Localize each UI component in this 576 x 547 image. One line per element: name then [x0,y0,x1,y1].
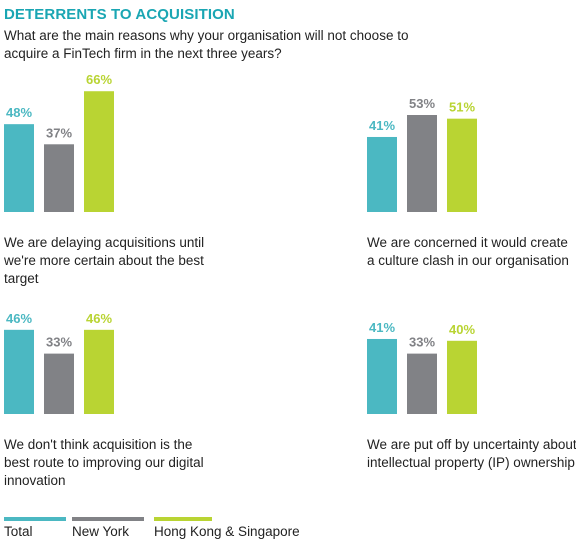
bar-hk-singapore [447,118,477,212]
data-label-new-york: 37% [46,125,72,140]
data-label-total: 41% [369,320,395,335]
data-label-hk-singapore: 51% [449,100,475,115]
data-label-total: 46% [6,311,32,326]
caption-digital-innovation: We don't think acquisition is the best r… [4,437,204,488]
caption-culture-clash: We are concerned it would create a cultu… [367,235,569,268]
bar-chart-ip-uncertainty: 41% 33% 40% [367,320,477,414]
chart-panel-digital-innovation: 46% 33% 46% We don't think acquisition is … [4,290,224,490]
caption-delaying: We are delaying acquisitions until we're… [4,235,205,286]
legend-swatch-total [4,517,66,521]
legend-label-hk-singapore: Hong Kong & Singapore [154,524,300,539]
bar-hk-singapore [447,340,477,414]
bar-new-york [407,115,437,212]
chart-panel-culture-clash: 41% 53% 51% We are concerned it would crea… [367,70,576,270]
bar-hk-singapore [84,329,114,414]
legend: Total New York Hong Kong & Singapore [4,517,564,543]
data-label-new-york: 53% [409,96,435,111]
legend-label-new-york: New York [72,524,130,539]
data-label-hk-singapore: 66% [86,72,112,87]
legend-swatch-hk-singapore [154,517,212,521]
data-label-total: 41% [369,118,395,133]
data-label-total: 48% [6,105,32,120]
data-label-hk-singapore: 46% [86,311,112,326]
legend-label-total: Total [4,524,33,539]
survey-question: What are the main reasons why your organ… [4,28,409,61]
chart-heading: DETERRENTS TO ACQUISITION [4,6,235,23]
caption-ip-uncertainty: We are put off by uncertainty about inte… [367,437,576,470]
bar-chart-culture-clash: 41% 53% 51% [367,96,477,212]
chart-panel-ip-uncertainty: 41% 33% 40% We are put off by uncertainty … [367,290,576,490]
bar-new-york [44,144,74,212]
bar-total [367,136,397,212]
bar-new-york [407,353,437,414]
data-label-hk-singapore: 40% [449,322,475,337]
bar-new-york [44,353,74,414]
legend-swatch-new-york [72,517,144,521]
data-label-new-york: 33% [46,335,72,350]
bar-total [4,124,34,212]
bar-hk-singapore [84,91,114,212]
bar-chart-digital-innovation: 46% 33% 46% [4,311,114,414]
bar-total [367,338,397,414]
bar-total [4,329,34,414]
chart-panel-delaying: 48% 37% 66% We are delaying acquisitions u… [4,70,224,286]
data-label-new-york: 33% [409,335,435,350]
bar-chart-delaying: 48% 37% 66% [4,72,114,212]
